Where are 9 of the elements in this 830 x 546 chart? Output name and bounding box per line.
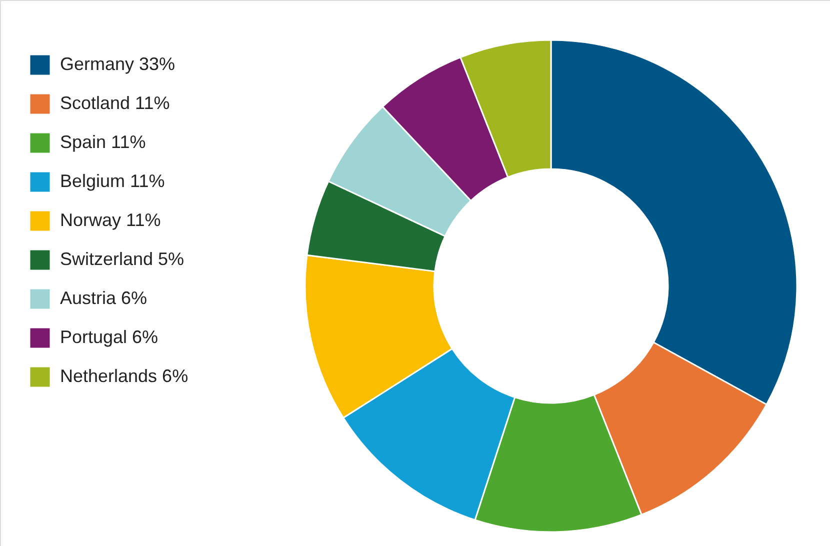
legend-label: Spain 11%: [60, 132, 146, 152]
legend-label: Belgium 11%: [60, 171, 165, 191]
legend-label: Portugal 6%: [60, 327, 158, 347]
legend-label: Norway 11%: [60, 210, 161, 230]
legend-label: Austria 6%: [60, 288, 148, 308]
legend-label: Scotland 11%: [60, 93, 170, 113]
legend-label: Netherlands 6%: [60, 366, 188, 386]
legend-label: Switzerland 5%: [60, 249, 184, 269]
legend-label: Germany 33%: [60, 54, 176, 74]
